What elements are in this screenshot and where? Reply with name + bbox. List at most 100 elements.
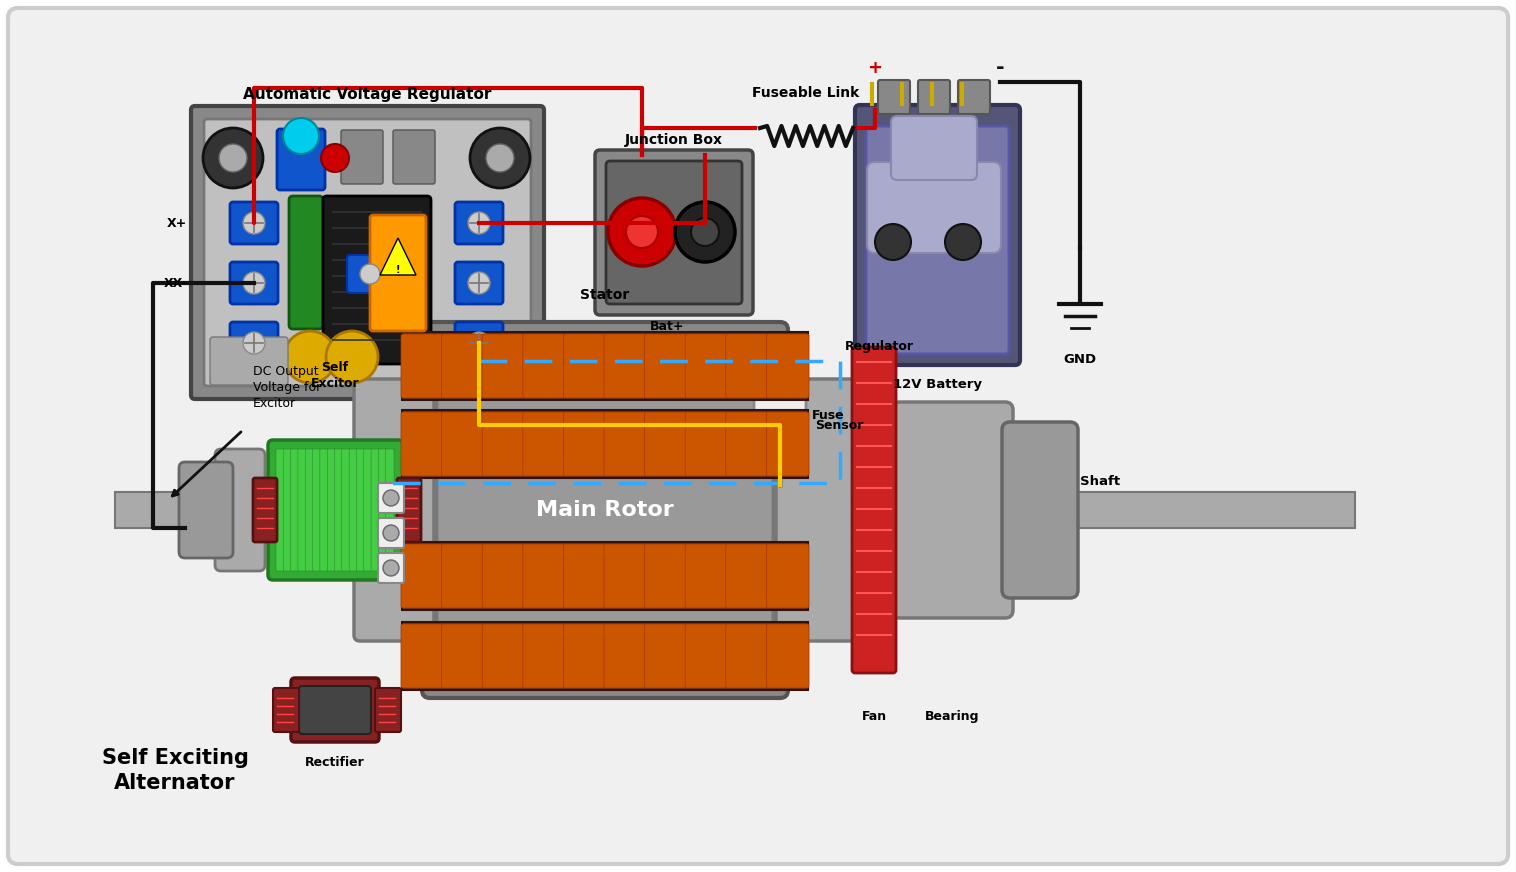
FancyBboxPatch shape [349,449,358,571]
Circle shape [626,216,658,248]
FancyBboxPatch shape [523,334,565,398]
Text: +: + [867,59,882,77]
Text: Bat+: Bat+ [650,320,685,333]
Text: 12V Battery: 12V Battery [893,378,982,391]
FancyBboxPatch shape [377,483,403,513]
Circle shape [326,331,377,383]
Text: Stator: Stator [581,288,629,302]
FancyBboxPatch shape [205,119,531,386]
FancyBboxPatch shape [644,624,687,688]
Bar [402,622,808,690]
FancyBboxPatch shape [482,544,525,608]
FancyBboxPatch shape [441,412,484,476]
FancyBboxPatch shape [371,449,379,571]
Circle shape [243,212,265,234]
FancyBboxPatch shape [594,150,753,315]
FancyBboxPatch shape [374,688,402,732]
FancyBboxPatch shape [855,105,1020,365]
Bar [402,542,808,610]
FancyBboxPatch shape [685,544,728,608]
Circle shape [283,331,337,383]
FancyBboxPatch shape [564,624,606,688]
FancyBboxPatch shape [437,337,773,683]
FancyBboxPatch shape [482,334,525,398]
FancyBboxPatch shape [767,334,810,398]
FancyBboxPatch shape [603,624,647,688]
Text: Automatic Voltage Regulator: Automatic Voltage Regulator [243,87,491,102]
FancyBboxPatch shape [441,334,484,398]
Circle shape [875,224,911,260]
FancyBboxPatch shape [767,412,810,476]
FancyBboxPatch shape [726,624,769,688]
Circle shape [487,144,514,172]
Text: Shaft: Shaft [1079,475,1120,488]
FancyBboxPatch shape [564,412,606,476]
Circle shape [608,198,676,266]
Circle shape [468,212,490,234]
Circle shape [479,346,500,368]
FancyBboxPatch shape [958,80,990,114]
FancyBboxPatch shape [606,161,741,304]
FancyBboxPatch shape [564,544,606,608]
Text: Main Rotor: Main Rotor [537,500,675,520]
FancyBboxPatch shape [685,334,728,398]
Circle shape [203,128,262,188]
FancyBboxPatch shape [379,449,387,571]
FancyBboxPatch shape [455,262,503,304]
FancyBboxPatch shape [455,202,503,244]
Text: !: ! [396,265,400,275]
FancyBboxPatch shape [402,624,444,688]
FancyBboxPatch shape [299,686,371,734]
FancyBboxPatch shape [341,449,350,571]
FancyBboxPatch shape [753,375,807,455]
FancyBboxPatch shape [852,347,896,673]
Circle shape [465,333,514,381]
FancyBboxPatch shape [644,412,687,476]
Text: Fan: Fan [861,710,887,723]
Text: Fuse: Fuse [813,408,844,421]
Circle shape [691,218,719,246]
FancyBboxPatch shape [277,129,324,190]
Text: Junction Box: Junction Box [625,133,723,147]
FancyBboxPatch shape [312,449,321,571]
FancyBboxPatch shape [891,402,1013,618]
Text: Bearing: Bearing [925,710,979,723]
Text: GND: GND [1063,353,1096,366]
FancyBboxPatch shape [866,126,1010,354]
FancyBboxPatch shape [323,196,431,364]
FancyBboxPatch shape [402,544,444,608]
FancyBboxPatch shape [891,116,976,180]
FancyBboxPatch shape [364,449,371,571]
FancyBboxPatch shape [276,449,285,571]
FancyBboxPatch shape [377,518,403,548]
FancyBboxPatch shape [377,553,403,583]
Circle shape [468,332,490,354]
Text: DC Output
Voltage for
Excitor: DC Output Voltage for Excitor [253,365,321,410]
Text: Self
Excitor: Self Excitor [311,361,359,390]
FancyBboxPatch shape [455,322,503,364]
FancyBboxPatch shape [283,449,291,571]
FancyBboxPatch shape [468,337,511,387]
FancyBboxPatch shape [211,337,288,385]
FancyBboxPatch shape [393,130,435,184]
FancyBboxPatch shape [402,412,444,476]
Text: XX-: XX- [164,276,186,290]
FancyBboxPatch shape [230,202,277,244]
FancyBboxPatch shape [482,412,525,476]
FancyBboxPatch shape [305,449,314,571]
FancyBboxPatch shape [523,624,565,688]
FancyBboxPatch shape [230,322,277,364]
FancyBboxPatch shape [356,449,365,571]
FancyBboxPatch shape [385,449,394,571]
Text: Sensor: Sensor [816,419,864,432]
FancyBboxPatch shape [523,412,565,476]
FancyBboxPatch shape [441,624,484,688]
Circle shape [243,332,265,354]
FancyBboxPatch shape [767,544,810,608]
FancyBboxPatch shape [215,449,265,571]
Circle shape [468,272,490,294]
Circle shape [384,525,399,541]
FancyBboxPatch shape [327,449,335,571]
Text: Self Exciting
Alternator: Self Exciting Alternator [102,748,249,793]
Circle shape [321,144,349,172]
